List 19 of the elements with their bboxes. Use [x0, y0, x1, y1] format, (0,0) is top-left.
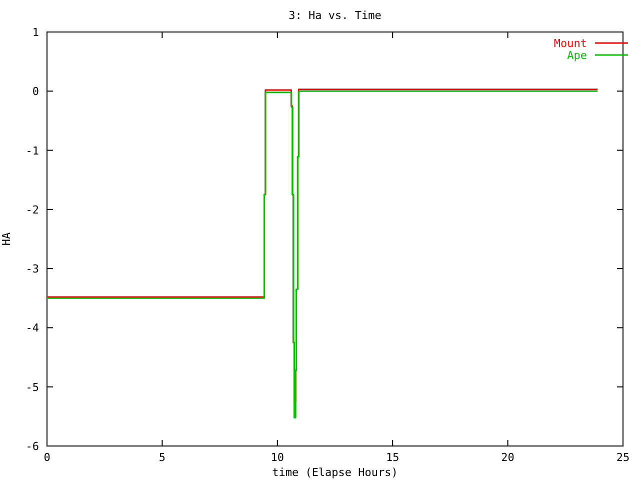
y-tick-label: -4	[26, 322, 40, 335]
x-axis-title: time (Elapse Hours)	[272, 466, 398, 479]
x-tick-label: 20	[501, 451, 514, 464]
y-tick-label: -1	[26, 144, 39, 158]
y-tick-label: -5	[26, 380, 39, 394]
y-tick-label: -2	[26, 203, 39, 216]
y-tick-label: 1	[32, 26, 39, 39]
y-tick-label: -6	[26, 440, 39, 453]
x-tick-label: 5	[158, 451, 166, 464]
x-tick-label: 0	[44, 451, 50, 464]
chart-title: 3: Ha vs. Time	[288, 9, 382, 22]
y-tick-label: -3	[26, 262, 39, 276]
legend-label: Ape	[567, 49, 587, 62]
x-tick-label: 10	[270, 451, 284, 464]
x-tick-label: 25	[616, 451, 630, 464]
legend-label: Mount	[554, 37, 587, 50]
x-tick-label: 15	[386, 451, 400, 464]
y-axis-title: HA	[0, 232, 13, 246]
y-tick-label: 0	[32, 85, 39, 98]
